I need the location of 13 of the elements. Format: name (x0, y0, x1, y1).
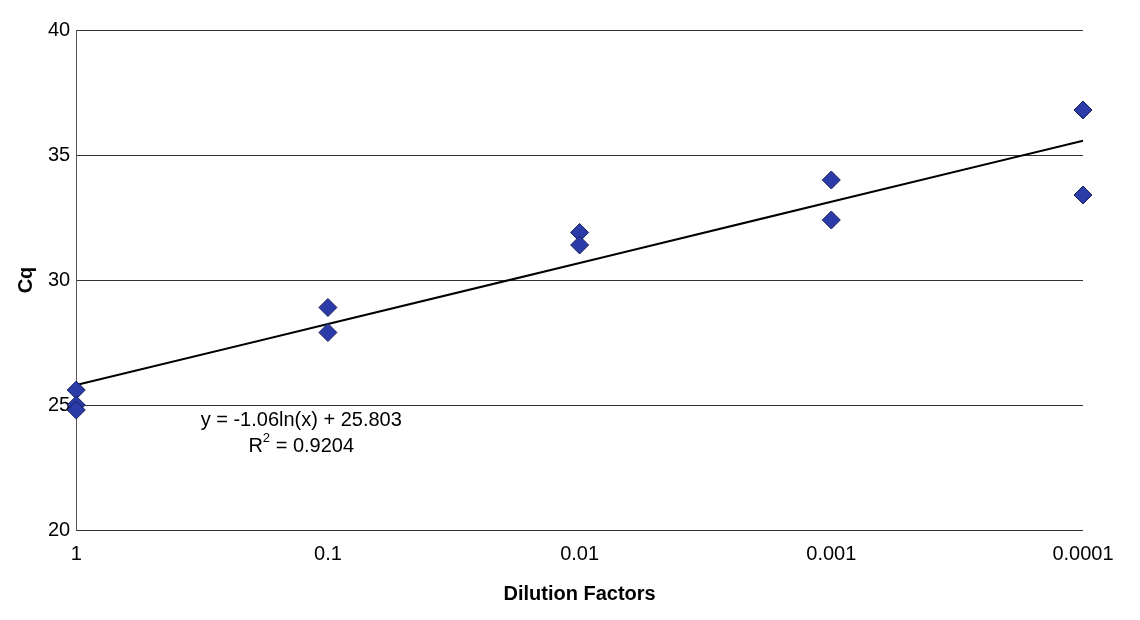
x-tick-label: 0.01 (560, 541, 600, 564)
x-tick-label: 0.001 (806, 541, 857, 564)
y-tick-label: 20 (48, 517, 71, 540)
x-axis-title: Dilution Factors (503, 581, 656, 604)
y-tick-label: 30 (48, 267, 71, 290)
annotation: y = -1.06ln(x) + 25.803 (200, 407, 402, 430)
x-tick-label: 0.0001 (1052, 541, 1114, 564)
x-tick-label: 0.1 (314, 541, 342, 564)
y-tick-label: 25 (48, 392, 71, 415)
x-tick-label: 1 (70, 541, 82, 564)
y-tick-label: 35 (48, 142, 71, 165)
y-axis-title: Cq (13, 266, 36, 294)
y-tick-label: 40 (48, 17, 71, 40)
